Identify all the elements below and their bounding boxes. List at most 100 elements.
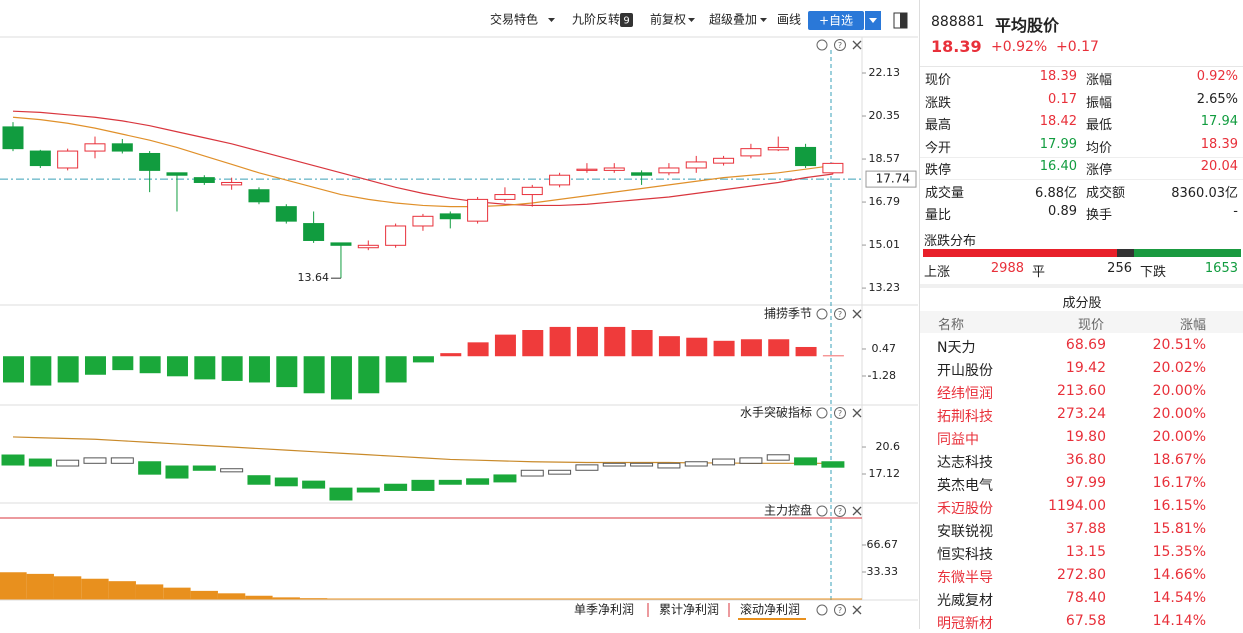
close-icon[interactable] xyxy=(852,408,862,418)
candle-body xyxy=(767,146,789,151)
indicator-box xyxy=(466,478,490,485)
indicator-box xyxy=(274,477,298,487)
candle-body xyxy=(494,194,516,200)
stock-name[interactable]: 明冠新材 xyxy=(937,616,993,632)
help-icon[interactable] xyxy=(834,505,846,517)
histogram-bar xyxy=(795,346,817,357)
histogram-bar xyxy=(112,356,134,371)
dist-up-bar xyxy=(923,249,1118,257)
bottom-tab[interactable]: 单季净利润 xyxy=(574,603,634,617)
stock-name[interactable]: 禾迈股份 xyxy=(937,501,993,517)
help-icon[interactable] xyxy=(834,39,846,51)
y-tick-label: 13.23 xyxy=(869,281,901,294)
quote-value: 18.39 xyxy=(1039,69,1077,84)
toolbar-item[interactable]: 画线 xyxy=(777,13,801,27)
dist-count: 256 xyxy=(1107,261,1132,276)
stock-pct: 16.15% xyxy=(1152,498,1206,514)
indicator-box xyxy=(384,483,408,491)
candle-body xyxy=(221,181,243,186)
indicator-box xyxy=(247,475,271,485)
caret xyxy=(760,18,767,22)
dist-label: 平 xyxy=(1032,265,1046,280)
stock-name[interactable]: 拓荆科技 xyxy=(937,409,993,425)
toolbar-item[interactable]: 前复权 xyxy=(650,12,686,27)
settings-icon[interactable] xyxy=(816,505,828,517)
histogram-bar xyxy=(658,336,680,357)
candle-body xyxy=(412,215,434,227)
stock-pct: 14.54% xyxy=(1152,590,1206,606)
sep xyxy=(920,284,1243,288)
histogram-bar xyxy=(248,356,270,383)
stock-name[interactable]: 东微半导 xyxy=(937,570,993,586)
toolbar-item[interactable]: 超级叠加 xyxy=(709,12,757,27)
candle-body xyxy=(603,167,625,171)
settings-icon[interactable] xyxy=(816,407,828,419)
stock-name[interactable]: 开山股份 xyxy=(937,363,993,379)
help-icon[interactable] xyxy=(834,407,846,419)
stock-pct: 20.00% xyxy=(1152,406,1206,422)
histogram-bar xyxy=(166,356,188,377)
settings-icon[interactable] xyxy=(816,39,828,51)
toolbar-item[interactable]: 交易特色 xyxy=(490,12,538,27)
col-header: 涨幅 xyxy=(1179,318,1206,333)
stock-name[interactable]: 恒实科技 xyxy=(937,547,993,563)
y-tick-label: 15.01 xyxy=(869,238,901,251)
watch-button-label[interactable]: +自选 xyxy=(819,14,853,28)
stock-name[interactable]: 同益中 xyxy=(937,432,979,448)
indicator-box xyxy=(302,480,326,489)
close-icon[interactable] xyxy=(852,506,862,516)
indicator-box xyxy=(739,457,763,464)
help-icon[interactable] xyxy=(834,604,846,616)
dist-count: 1653 xyxy=(1204,261,1238,276)
candle-body xyxy=(467,198,489,222)
dist-count: 2988 xyxy=(990,261,1024,276)
dist-title: 涨跌分布 xyxy=(924,234,977,249)
price-line-box xyxy=(865,170,917,188)
quote-label: 现价 xyxy=(925,73,952,88)
candle-body xyxy=(248,189,270,203)
stock-name[interactable]: 经纬恒润 xyxy=(937,386,993,402)
histogram-bar xyxy=(440,353,462,357)
stock-name[interactable]: 英杰电气 xyxy=(937,478,993,494)
stock-pct: 15.35% xyxy=(1152,544,1206,560)
quote-value: - xyxy=(1233,204,1238,219)
histogram-bar xyxy=(494,334,516,357)
change-pct: +0.92% xyxy=(991,39,1048,55)
chart-area: +自选 交易特色 九阶反转 前复权 超级叠加 画线 9 22.13 20.35 18.57 16.… xyxy=(0,11,918,620)
y-tick-label: 20.6 xyxy=(876,440,901,453)
watch-button[interactable] xyxy=(808,11,864,30)
badge-label: 9 xyxy=(623,16,629,27)
indicator-box xyxy=(493,474,517,483)
histogram-bar xyxy=(549,326,571,357)
stock-name[interactable]: 达志科技 xyxy=(937,455,993,471)
price-line-label: 17.74 xyxy=(876,172,910,186)
stock-price: 273.24 xyxy=(1057,406,1106,422)
stock-name[interactable]: 安联锐视 xyxy=(937,524,993,540)
settings-icon[interactable] xyxy=(816,604,828,616)
histogram-bar xyxy=(57,356,79,383)
candle-body xyxy=(631,172,653,176)
layout-icon-fill xyxy=(900,13,907,28)
header-bg xyxy=(920,311,1243,333)
bottom-tab[interactable]: 滚动净利润 xyxy=(740,602,800,617)
bottom-tab[interactable]: 累计净利润 xyxy=(659,603,719,617)
candle-body xyxy=(303,223,325,241)
close-icon[interactable] xyxy=(852,309,862,319)
indicator-box xyxy=(220,468,244,473)
col-header: 现价 xyxy=(1077,318,1104,333)
close-icon[interactable] xyxy=(852,40,862,50)
indicator-box xyxy=(548,469,572,475)
histogram-bar xyxy=(385,356,407,383)
toolbar-item[interactable]: 九阶反转 xyxy=(572,12,620,27)
quote-label: 涨幅 xyxy=(1086,73,1113,88)
stock-name[interactable]: 光威复材 xyxy=(937,593,993,609)
quote-value: 17.94 xyxy=(1200,114,1238,129)
histogram-bar xyxy=(686,337,708,357)
quote-label: 涨跌 xyxy=(925,95,952,111)
quote-label: 成交量 xyxy=(925,185,965,201)
close-icon[interactable] xyxy=(852,605,862,615)
histogram-bar xyxy=(604,326,626,357)
help-icon[interactable] xyxy=(834,308,846,320)
settings-icon[interactable] xyxy=(816,308,828,320)
stock-name[interactable]: N天力 xyxy=(937,340,976,356)
